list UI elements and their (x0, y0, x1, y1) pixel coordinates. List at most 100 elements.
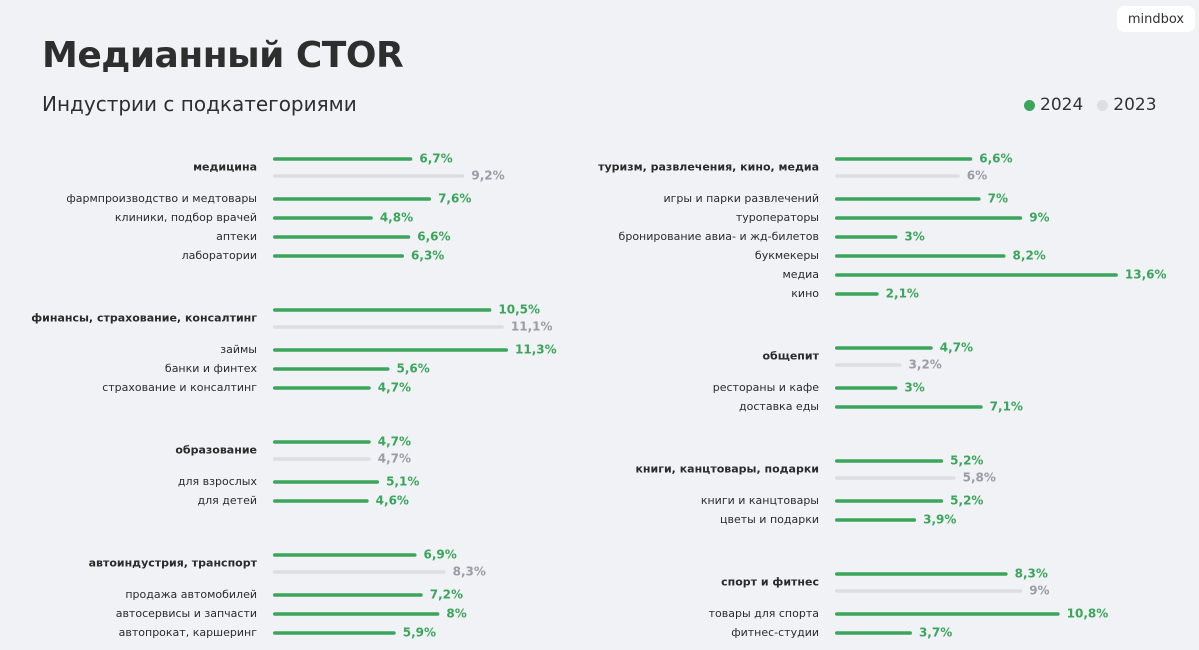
group-label: книги, канцтовары, подарки (635, 463, 819, 476)
bar-2023 (273, 570, 446, 574)
group-label: автоиндустрия, транспорт (89, 557, 258, 570)
value-label-2024: 8,3% (1015, 567, 1048, 581)
subcategory-label: рестораны и кафе (713, 381, 819, 394)
subcategory-label: книги и канцтовары (701, 494, 819, 507)
subcategory-label: автосервисы и запчасти (116, 607, 257, 620)
page-subtitle: Индустрии с подкатегориями (42, 92, 357, 116)
value-label-2023: 3,2% (909, 358, 942, 372)
legend-label-2024: 2024 (1040, 95, 1084, 115)
bar-2023 (835, 174, 960, 178)
subcategory-bar (273, 197, 432, 201)
value-label-2023: 8,3% (453, 565, 486, 579)
subcategory-label: продажа автомобилей (125, 588, 257, 601)
subcategory-bar (835, 386, 898, 390)
subcategory-value-label: 11,3% (515, 343, 557, 357)
bar-2024 (835, 459, 944, 463)
subcategory-value-label: 7% (988, 192, 1008, 206)
subcategory-value-label: 5,6% (396, 362, 429, 376)
value-label-2024: 6,6% (979, 152, 1012, 166)
group-label: финансы, страхование, консалтинг (31, 312, 257, 325)
bar-2024 (835, 157, 973, 161)
chart-legend: 2024 2023 (1024, 94, 1157, 116)
value-label-2024: 4,7% (378, 435, 411, 449)
value-label-2024: 6,7% (419, 152, 452, 166)
subcategory-label: фармпроизводство и медтовары (66, 192, 257, 205)
subcategory-value-label: 8% (446, 607, 466, 621)
subcategory-bar (273, 216, 373, 220)
subcategory-bar (835, 499, 944, 503)
subcategory-label: доставка еды (739, 400, 819, 413)
bar-2024 (273, 157, 413, 161)
subcategory-label: товары для спорта (709, 607, 819, 620)
subcategory-value-label: 5,9% (403, 626, 436, 640)
value-label-2023: 5,8% (963, 471, 996, 485)
subcategory-value-label: 10,8% (1067, 607, 1109, 621)
subcategory-value-label: 7,1% (990, 400, 1023, 414)
subcategory-bar (835, 631, 912, 635)
value-label-2024: 6,9% (424, 548, 457, 562)
bar-2023 (273, 174, 465, 178)
subcategory-bar (273, 235, 411, 239)
subcategory-bar (835, 254, 1006, 258)
subcategory-bar (273, 386, 371, 390)
group-label: общепит (762, 350, 819, 363)
bar-2024 (273, 308, 492, 312)
legend-item-2023: 2023 (1097, 95, 1157, 115)
subcategory-value-label: 5,2% (950, 494, 983, 508)
subcategory-label: кино (791, 287, 819, 300)
subcategory-value-label: 3,7% (919, 626, 952, 640)
subcategory-value-label: 4,8% (380, 211, 413, 225)
subcategory-label: банки и финтех (165, 362, 258, 375)
value-label-2024: 10,5% (498, 303, 540, 317)
group-label: спорт и фитнес (721, 576, 819, 589)
bar-2023 (273, 325, 504, 329)
bar-2024 (835, 346, 933, 350)
subcategory-value-label: 6,6% (417, 230, 450, 244)
subcategory-value-label: 3,9% (923, 513, 956, 527)
bar-2023 (835, 476, 956, 480)
value-label-2023: 9,2% (471, 169, 504, 183)
subcategory-bar (273, 480, 380, 484)
subcategory-label: букмекеры (755, 249, 819, 262)
subcategory-bar (835, 518, 917, 522)
subcategory-bar (273, 499, 369, 503)
value-label-2023: 4,7% (378, 452, 411, 466)
subcategory-value-label: 4,7% (378, 381, 411, 395)
subcategory-label: автопрокат, каршеринг (119, 626, 258, 639)
legend-item-2024: 2024 (1024, 95, 1083, 115)
subcategory-bar (835, 292, 879, 296)
subcategory-label: клиники, подбор врачей (115, 211, 257, 224)
bar-2023 (835, 363, 902, 367)
bar-2024 (835, 572, 1008, 576)
subcategory-label: бронирование авиа- и жд-билетов (619, 230, 819, 243)
subcategory-value-label: 7,6% (438, 192, 471, 206)
value-label-2024: 4,7% (940, 341, 973, 355)
subcategory-label: для взрослых (178, 475, 258, 488)
legend-swatch-2023 (1097, 99, 1109, 111)
subcategory-label: игры и парки развлечений (663, 192, 819, 205)
subcategory-value-label: 13,6% (1125, 268, 1167, 282)
subcategory-bar (273, 631, 396, 635)
subcategory-value-label: 3% (904, 230, 924, 244)
value-label-2024: 5,2% (950, 454, 983, 468)
subcategory-bar (273, 367, 390, 371)
subcategory-label: фитнес-студии (731, 626, 819, 639)
legend-label-2023: 2023 (1113, 95, 1157, 115)
bar-2023 (835, 589, 1023, 593)
group-label: туризм, развлечения, кино, медиа (598, 161, 819, 174)
subcategory-label: медиа (782, 268, 819, 281)
subcategory-bar (835, 405, 983, 409)
bar-2024 (273, 440, 371, 444)
mindbox-logo: mindbox (1117, 6, 1195, 32)
subcategory-bar (273, 254, 405, 258)
subcategory-value-label: 3% (904, 381, 924, 395)
subcategory-value-label: 9% (1029, 211, 1049, 225)
legend-swatch-2024 (1024, 99, 1035, 111)
subcategory-bar (835, 273, 1118, 277)
subcategory-bar (835, 612, 1060, 616)
subcategory-bar (835, 235, 898, 239)
subcategory-bar (273, 348, 509, 352)
group-label: медицина (193, 161, 257, 174)
subcategory-label: займы (220, 343, 257, 356)
